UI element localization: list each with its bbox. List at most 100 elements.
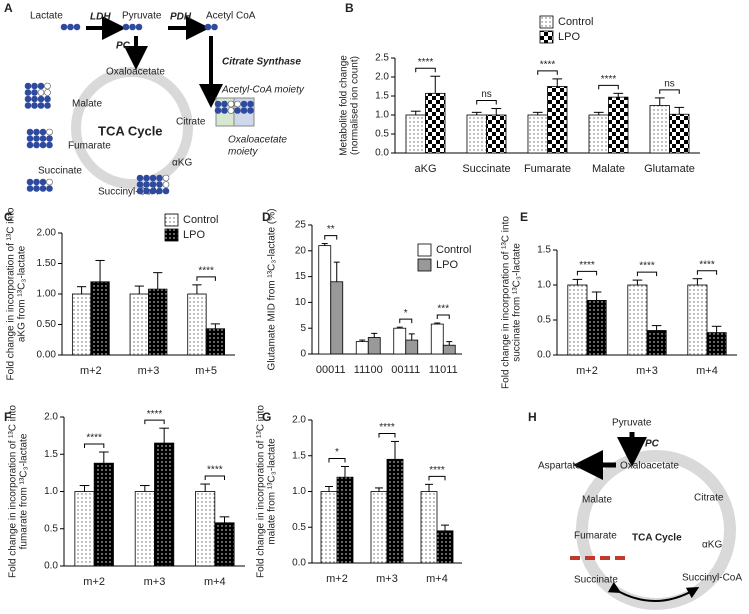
significance-bracket: [428, 475, 446, 481]
bar-chart: E 0.0 0.5 1.0 1.5 Fold change in incorporatio…: [501, 210, 737, 389]
carbon-dot: [221, 100, 228, 108]
carbon-dot: [39, 178, 47, 186]
significance-bracket: [204, 475, 225, 481]
y-tick-label: 0.50: [37, 319, 57, 330]
x-tick-label: 11100: [354, 364, 383, 376]
carbon-dot: [24, 82, 32, 90]
significance-bracket: [598, 84, 619, 90]
carbon-dot: [162, 174, 170, 182]
significance-label: ****: [207, 465, 223, 476]
y-tick-label: 0.0: [292, 558, 306, 569]
significance-label: ****: [579, 260, 595, 271]
carbon-dot: [247, 100, 254, 108]
node-label: Oxaloacetate: [228, 135, 287, 146]
bar-chart: F 0.0 0.5 1.0 1.5 2.0 Fold change in incorpora…: [4, 405, 245, 588]
legend-label: Control: [558, 16, 593, 28]
tca-ring: [71, 67, 193, 189]
y-tick-label: 5: [300, 323, 306, 334]
carbon-dot: [214, 100, 222, 108]
node-label: Pyruvate: [612, 418, 652, 429]
y-tick-label: 1.5: [292, 450, 306, 461]
significance-bracket: [537, 70, 558, 75]
y-tick-label: 0: [300, 349, 306, 360]
significance-bracket: [328, 457, 346, 463]
legend-swatch: [164, 213, 179, 227]
carbon-dot: [214, 107, 222, 114]
legend-label: Control: [183, 214, 218, 226]
x-tick-label: m+2: [576, 365, 598, 377]
panel-letter: G: [262, 410, 271, 424]
y-tick-label: 0.5: [44, 523, 58, 534]
y-tick-label: 0.5: [537, 315, 551, 326]
y-tick-label: 1.0: [537, 280, 551, 291]
bar: [187, 293, 207, 356]
y-tick-label: 2.00: [37, 228, 57, 239]
node-label: Acetyl-CoA moiety: [221, 85, 305, 96]
bar-chart: D 0 5 10 15 20 25 Glutamate MID from ¹³C₃-lacta…: [262, 209, 471, 376]
bar: [706, 332, 727, 356]
significance-label: ****: [147, 409, 163, 420]
bar: [148, 288, 168, 356]
carbon-dot: [46, 185, 53, 192]
y-axis-label: (normalised ion count): [350, 56, 361, 155]
carbon-dot: [31, 102, 38, 109]
bar: [370, 491, 388, 564]
significance-label: ****: [699, 259, 715, 270]
node-label: Succinyl-CoA: [98, 187, 158, 198]
y-tick-label: 1.00: [37, 289, 57, 300]
legend-label: Control: [436, 244, 471, 256]
node-label: Succinyl-CoA: [682, 573, 742, 584]
carbon-dot: [143, 174, 150, 182]
panel-letter: F: [4, 410, 11, 424]
bar: [134, 491, 155, 567]
x-tick-label: m+4: [696, 365, 718, 377]
carbon-dot: [31, 95, 38, 103]
carbon-dot: [156, 181, 163, 188]
carbon-dot: [24, 102, 32, 109]
legend-label: LPO: [183, 229, 205, 241]
carbon-dot: [33, 178, 40, 186]
legend-swatch: [539, 30, 554, 44]
y-tick-label: 1.0: [44, 486, 58, 497]
bar: [336, 476, 354, 564]
node-label: Citrate: [176, 117, 206, 128]
y-tick-label: 10: [295, 297, 307, 308]
x-tick-label: m+2: [80, 365, 102, 377]
legend-swatch: [164, 228, 179, 242]
x-tick-label: Fumarate: [524, 163, 571, 175]
carbon-dot: [26, 185, 34, 192]
bar: [405, 114, 426, 154]
x-tick-label: Malate: [592, 163, 625, 175]
carbon-dot: [44, 102, 51, 109]
y-tick-label: 0.0: [537, 350, 551, 361]
y-tick-label: 25: [295, 220, 307, 231]
y-tick-label: 1.5: [537, 245, 551, 256]
y-tick-label: 2.0: [292, 415, 306, 426]
carbon-dot: [136, 181, 144, 188]
significance-bracket: [636, 271, 658, 277]
bar: [405, 339, 419, 355]
significance-label: ns: [481, 89, 492, 100]
bar: [393, 327, 407, 355]
node-label: αKG: [172, 158, 192, 169]
carbon-dot: [31, 89, 38, 96]
significance-bracket: [436, 314, 450, 320]
panel-a: A Lactate LDH Pyruvate PDH Acetyl CoA PC…: [4, 1, 305, 197]
panel-h: H Pyruvate PC Aspartate Oxaloacetate Mal…: [528, 410, 742, 610]
y-axis-label: malate from ¹³C₃-lactate: [267, 438, 278, 545]
carbon-dot: [33, 185, 40, 192]
bar: [93, 462, 114, 567]
panel-letter: C: [4, 210, 13, 224]
y-axis-label: fumarate from ¹³C₃-lactate: [19, 433, 30, 549]
legend-label: LPO: [436, 259, 458, 271]
carbon-dot: [33, 141, 40, 149]
significance-label: ****: [198, 265, 214, 276]
carbon-dot: [24, 95, 32, 103]
carbon-dot: [162, 187, 170, 195]
carbon-dot: [44, 82, 51, 90]
carbon-dot: [136, 174, 144, 182]
y-tick-label: 1.0: [375, 110, 389, 121]
bar: [466, 114, 487, 154]
bar: [330, 281, 344, 355]
bar: [205, 328, 226, 356]
